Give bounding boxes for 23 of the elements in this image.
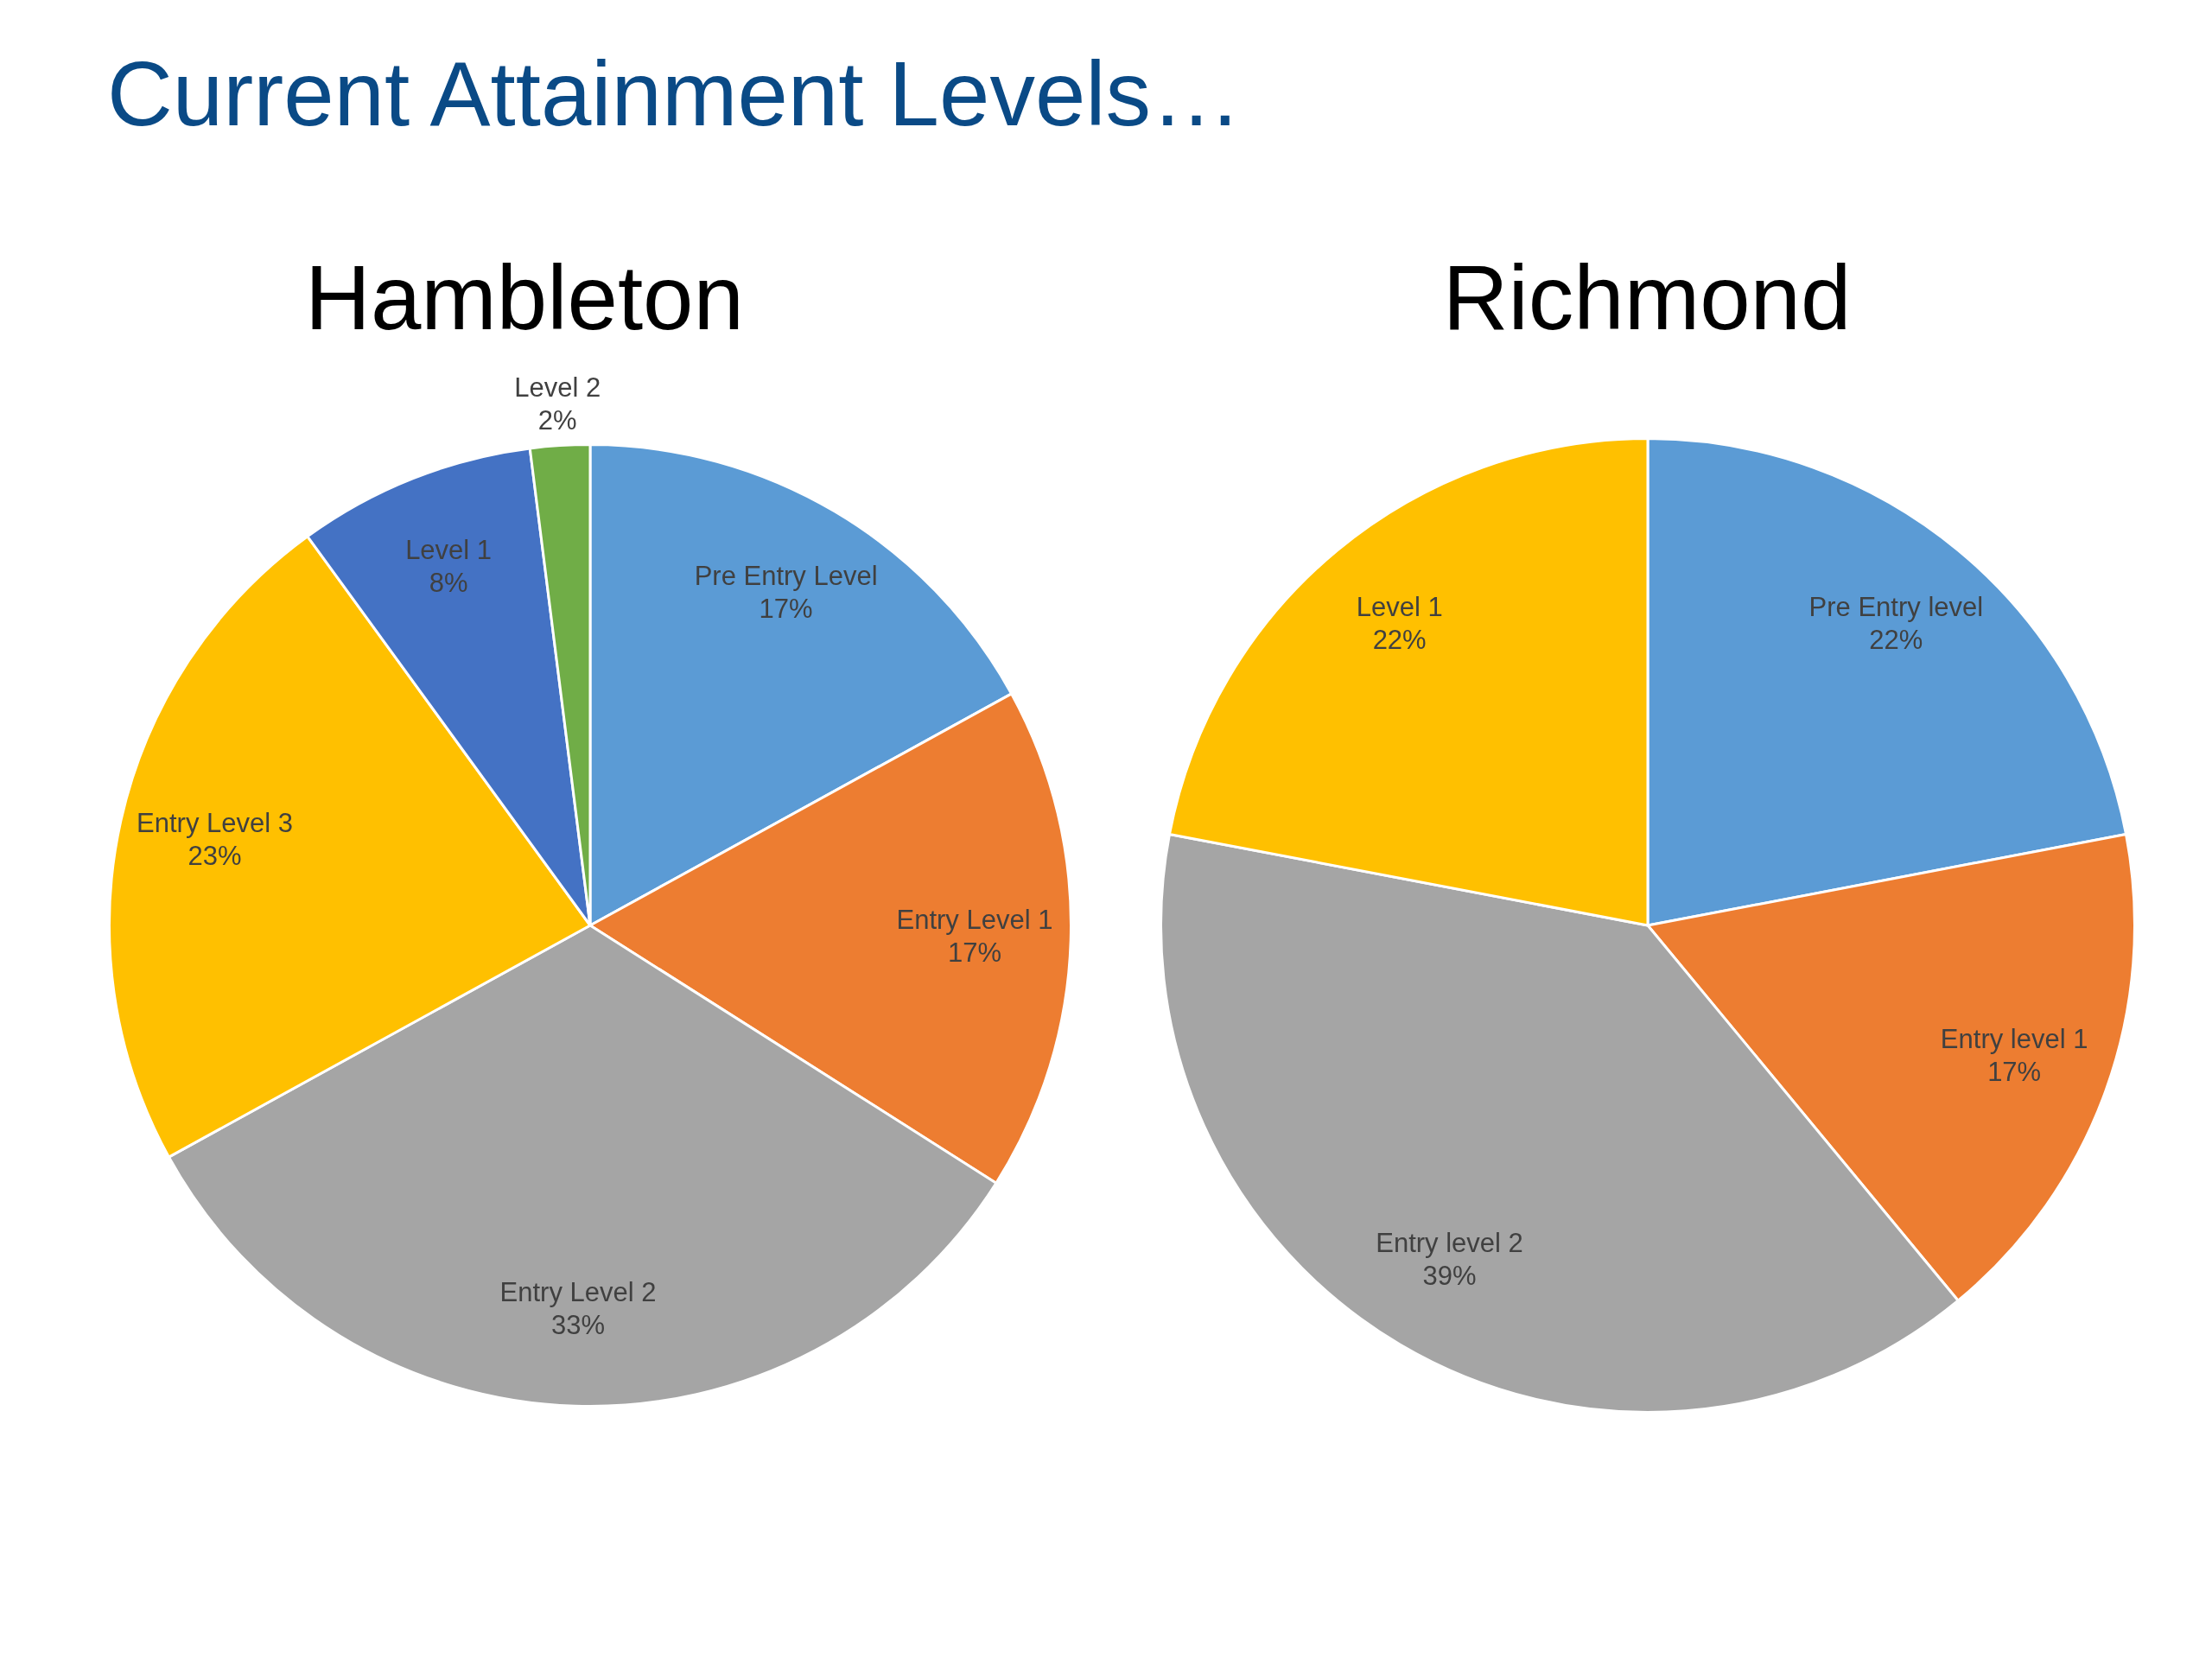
data-label: 22% [1869, 625, 1923, 656]
data-label: 8% [429, 567, 468, 598]
data-label: 17% [1987, 1057, 2042, 1088]
slice-label: Pre Entry level [1808, 592, 1984, 623]
data-label: 17% [947, 937, 1001, 968]
slice-label: Level 2 [514, 372, 601, 404]
data-label: 39% [1422, 1260, 1477, 1291]
data-label: 23% [188, 841, 242, 872]
text: Current Attainment Levels… [107, 43, 1243, 144]
slice-label: Level 1 [405, 534, 493, 565]
data-label: 17% [759, 594, 813, 625]
slice-label: Entry level 2 [1376, 1227, 1523, 1258]
slice-label: Entry Level 1 [896, 904, 1053, 935]
slice-label: Pre Entry Level [694, 561, 878, 592]
chart-title: Richmond [1441, 247, 1853, 348]
slice-label: Level 1 [1356, 592, 1443, 623]
data-label: 33% [550, 1309, 606, 1340]
slice-label: Entry level 1 [1940, 1024, 2088, 1055]
data-label: 22% [1372, 625, 1427, 656]
chart-title: Hambleton [304, 247, 745, 348]
data-label: 2% [537, 405, 577, 436]
slice-label: Entry Level 2 [499, 1276, 657, 1307]
slice-label: Entry Level 3 [137, 808, 293, 839]
